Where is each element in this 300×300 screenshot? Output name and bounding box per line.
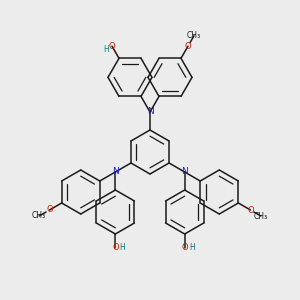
Text: O: O — [181, 244, 188, 253]
Text: CH₃: CH₃ — [32, 212, 46, 220]
Text: CH₃: CH₃ — [254, 212, 268, 220]
Text: H: H — [103, 45, 109, 54]
Text: CH₃: CH₃ — [187, 31, 201, 40]
Text: N: N — [147, 107, 153, 116]
Text: H: H — [189, 244, 194, 253]
Text: O: O — [112, 244, 119, 253]
Text: H: H — [119, 244, 125, 253]
Text: O: O — [247, 206, 254, 214]
Text: N: N — [112, 167, 119, 176]
Text: N: N — [181, 167, 188, 176]
Text: O: O — [185, 42, 191, 51]
Text: O: O — [46, 206, 53, 214]
Text: O: O — [109, 42, 115, 51]
